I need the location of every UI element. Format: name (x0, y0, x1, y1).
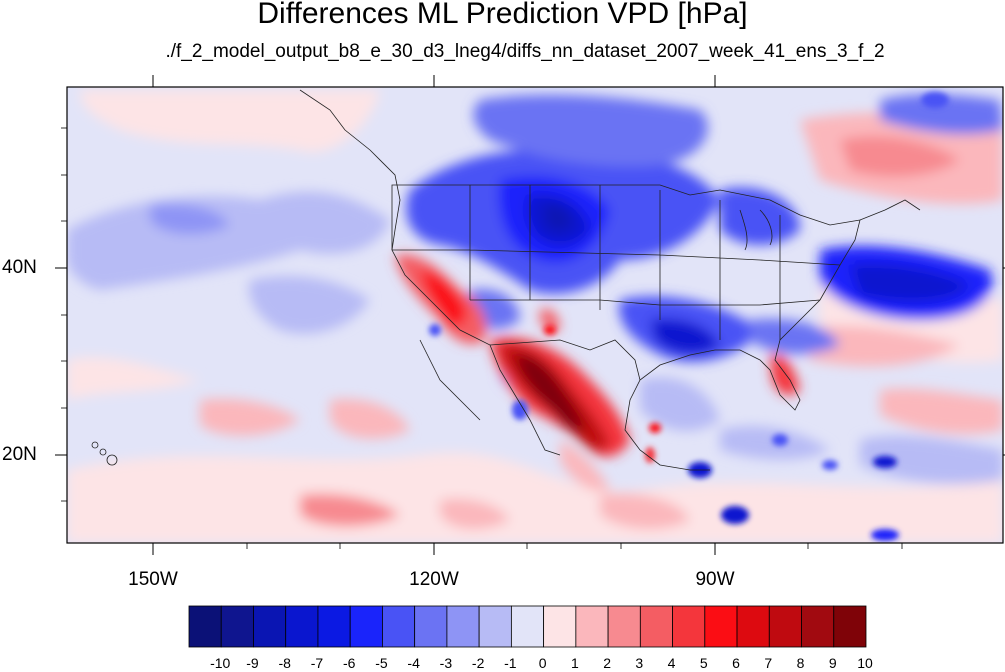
axis-ticks (55, 75, 1005, 555)
lat-tick-label: 20N (2, 444, 37, 465)
map-title: Differences ML Prediction VPD [hPa] (257, 0, 748, 30)
lon-tick-label: 120W (409, 569, 459, 590)
colorbar-tick-label: 6 (732, 655, 740, 671)
colorbar-swatch (414, 605, 448, 648)
colorbar-tick-label: 3 (635, 655, 644, 671)
colorbar-swatch (575, 605, 609, 648)
colorbar-tick-label: -1 (504, 655, 517, 671)
colorbar-tick-label: 9 (828, 655, 837, 671)
colorbar-tick-label: -7 (310, 655, 324, 671)
colorbar-swatch (704, 605, 738, 648)
colorbar-swatch (607, 605, 641, 648)
lon-tick-label: 90W (695, 569, 735, 590)
colorbar-swatch (736, 605, 770, 648)
colorbar-swatch (220, 605, 254, 648)
colorbar-tick-label: 8 (796, 655, 805, 671)
colorbar-tick-label: 7 (764, 655, 773, 671)
colorbar-tick-label: -2 (471, 655, 485, 671)
colorbar-swatch (639, 605, 673, 648)
colorbar-tick-label: -8 (278, 655, 291, 671)
colorbar-swatch (801, 605, 835, 648)
colorbar-swatch (510, 605, 545, 648)
small-scale-features (429, 92, 949, 541)
colorbar-tick-label: 0 (538, 655, 547, 671)
colorbar-swatch (672, 605, 706, 648)
colorbar-swatch (768, 605, 802, 648)
colorbar-tick-label: -9 (246, 655, 259, 671)
colorbar-tick-label: 2 (603, 655, 611, 671)
colorbar-tick-label: -5 (375, 655, 388, 671)
colorbar (188, 605, 867, 648)
difference-field (67, 90, 1003, 543)
colorbar-swatch (253, 605, 287, 648)
map-plot-area (67, 87, 1003, 543)
colorbar-swatch (446, 605, 480, 648)
colorbar-swatch (285, 605, 319, 648)
lon-tick-label: 150W (128, 569, 178, 590)
colorbar-tick-label: 1 (570, 655, 579, 671)
colorbar-tick-label: 5 (699, 655, 708, 671)
colorbar-swatch (349, 605, 383, 648)
minor-ticks (61, 127, 903, 549)
colorbar-tick-label: -3 (439, 655, 453, 671)
colorbar-swatch (188, 605, 222, 648)
colorbar-swatch (478, 605, 512, 648)
map-subtitle: ./f_2_model_output_b8_e_30_d3_lneg4/diff… (165, 41, 885, 62)
colorbar-tick-label: 10 (857, 655, 873, 671)
colorbar-swatch (833, 605, 867, 648)
colorbar-tick-label: 4 (667, 655, 676, 671)
colorbar-tick-label: -4 (407, 655, 420, 671)
colorbar-tick-label: -10 (210, 655, 231, 671)
hawaii-islands (91, 441, 118, 466)
colorbar-swatch (543, 605, 577, 648)
colorbar-swatch (382, 605, 416, 648)
colorbar-tick-label: -6 (342, 655, 356, 671)
lat-tick-label: 40N (2, 257, 37, 278)
colorbar-swatch (317, 605, 351, 648)
map-boundaries (299, 89, 921, 471)
